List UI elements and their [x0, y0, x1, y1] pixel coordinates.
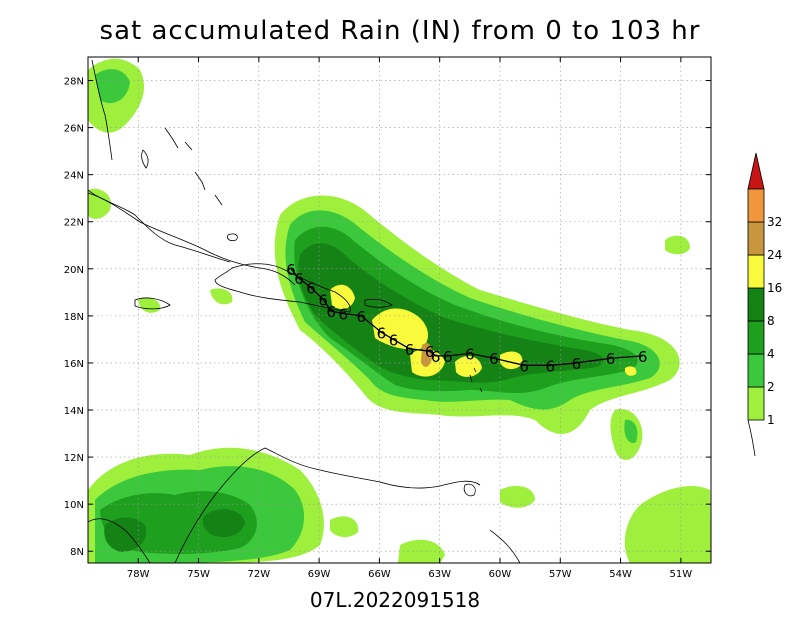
- lon-tick-label: 57W: [549, 569, 572, 580]
- track-line: [290, 268, 643, 366]
- coastline-bahamas-6: [227, 233, 238, 242]
- lon-tick-label: 51W: [670, 569, 693, 580]
- track-position-marker: 6: [338, 306, 348, 324]
- map-title: sat accumulated Rain (IN) from 0 to 103 …: [99, 16, 701, 46]
- lat-tick-label: 28N: [64, 77, 84, 88]
- lat-tick-label: 14N: [64, 406, 84, 417]
- coastline-florida: [88, 59, 231, 263]
- colorbar-swatch: [747, 320, 765, 355]
- coastline-south-america: [88, 447, 521, 563]
- coastline-trinidad: [463, 483, 476, 497]
- track-position-marker: 6: [606, 350, 616, 368]
- rain-field: [88, 58, 711, 563]
- lat-tick-label: 20N: [64, 265, 84, 276]
- map-axes: 78W 75W 72W 69W 66W 63W 60W 57W 54W 51W 8N 10N 12N 14…: [64, 57, 711, 580]
- track-position-marker: 6: [294, 270, 304, 288]
- track-position-marker: 6: [572, 355, 582, 373]
- coastlines: [88, 59, 521, 563]
- colorbar-min-tail: [747, 419, 756, 457]
- rain-swath-tan: [421, 343, 433, 367]
- lat-tick-label: 24N: [64, 171, 84, 182]
- coastline-jamaica: [134, 297, 171, 310]
- track-position-marker: 6: [357, 308, 367, 326]
- lon-tick-label: 75W: [187, 569, 210, 580]
- track-position-marker: 6: [638, 348, 648, 366]
- lon-tick-label: 72W: [248, 569, 271, 580]
- colorbar-label: 8: [767, 314, 775, 328]
- lat-tick-label: 18N: [64, 312, 84, 323]
- track-position-marker: 6: [431, 348, 441, 366]
- coastline-bahamas-1: [164, 127, 179, 149]
- track-position-marker: 6: [519, 357, 529, 375]
- track-position-marker: 6: [326, 303, 336, 321]
- lat-tick-label: 26N: [64, 124, 84, 135]
- colorbar-swatch: [747, 188, 765, 223]
- track-position-marker: 6: [489, 350, 499, 368]
- coastline-bahamas-2: [184, 141, 193, 151]
- lon-tick-label: 54W: [609, 569, 632, 580]
- colorbar-swatch: [747, 353, 765, 388]
- lon-tick-label: 78W: [127, 569, 150, 580]
- rain-swath-darker: [104, 243, 604, 552]
- track-position-marker: 6: [425, 343, 435, 361]
- track-position-marker: 6: [389, 331, 399, 349]
- colorbar-label: 4: [767, 347, 775, 361]
- track-position-marker: 6: [318, 291, 328, 309]
- track-position-marker: 6: [405, 341, 415, 359]
- coastline-lesser-antilles: [469, 367, 483, 393]
- colorbar-swatch: [747, 254, 765, 289]
- track-position-marker: 6: [286, 261, 296, 279]
- coastline-bahamas-4: [194, 171, 206, 191]
- coastline-hispaniola: [214, 263, 351, 313]
- coastline-puerto-rico: [364, 298, 393, 308]
- colorbar-label: 1: [767, 413, 775, 427]
- colorbar-max-arrow: [747, 152, 765, 190]
- track-position-marker: 6: [545, 357, 555, 375]
- coastline-bahamas-5: [214, 194, 223, 206]
- track-position-marker: 6: [465, 346, 475, 364]
- colorbar-swatch: [747, 287, 765, 322]
- lon-tick-label: 60W: [489, 569, 512, 580]
- track-position-marker: 6: [377, 324, 387, 342]
- storm-id-label: 07L.2022091518: [309, 588, 481, 612]
- colorbar-label: 24: [767, 248, 782, 262]
- lon-tick-label: 69W: [308, 569, 331, 580]
- lat-tick-label: 22N: [64, 218, 84, 229]
- map-frame: [87, 56, 712, 564]
- lat-tick-label: 10N: [64, 500, 84, 511]
- coastline-bahamas-3: [141, 149, 149, 169]
- lat-tick-label: 12N: [64, 453, 84, 464]
- lat-tick-label: 8N: [70, 547, 84, 558]
- colorbar-label: 16: [767, 281, 782, 295]
- track-position-marker: 6: [306, 280, 316, 298]
- track-position-marker: 6: [443, 348, 453, 366]
- colorbar-label: 2: [767, 380, 775, 394]
- lat-tick-label: 16N: [64, 359, 84, 370]
- coastline-cuba: [88, 192, 296, 286]
- colorbar-label: 32: [767, 215, 782, 229]
- colorbar-swatch: [747, 386, 765, 421]
- map-grid: [88, 57, 711, 563]
- colorbar-swatch: [747, 221, 765, 256]
- lon-tick-label: 66W: [368, 569, 391, 580]
- lon-tick-label: 63W: [428, 569, 451, 580]
